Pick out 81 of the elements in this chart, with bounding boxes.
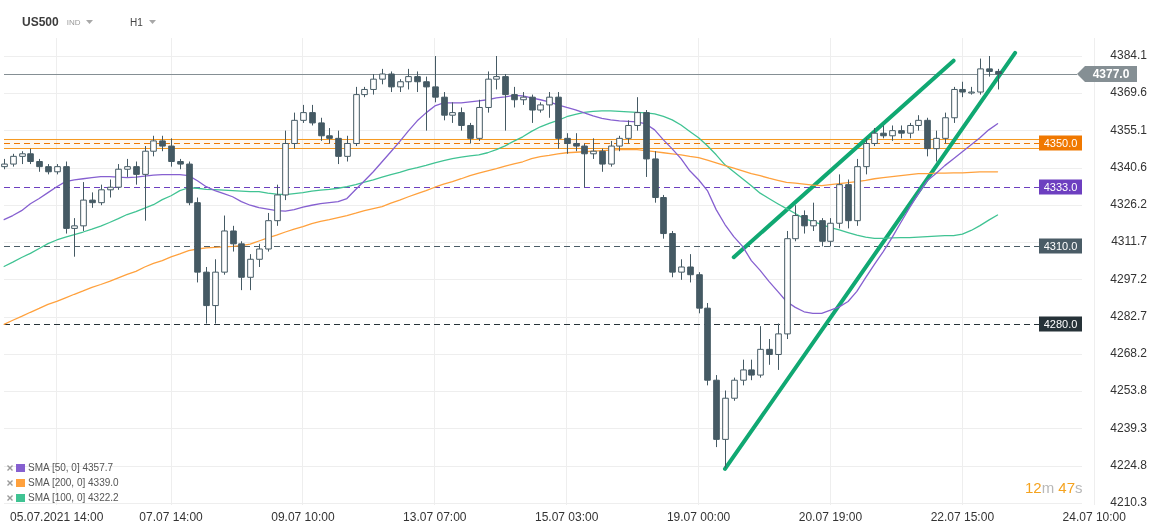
chart-title: US500 xyxy=(22,15,59,29)
candlestick xyxy=(933,130,940,162)
candlestick xyxy=(300,104,307,124)
y-tick-label: 4268.2 xyxy=(1110,346,1148,361)
candlestick xyxy=(133,161,140,186)
candlestick xyxy=(80,181,87,232)
candlestick xyxy=(414,70,421,93)
ref-line-label: 4310.0 xyxy=(1043,239,1078,252)
legend-label: SMA [200, 0] 4339.0 xyxy=(28,477,119,488)
y-tick-label: 4239.3 xyxy=(1110,420,1148,435)
y-tick-label: 4326.2 xyxy=(1110,197,1148,212)
candlestick xyxy=(546,91,553,119)
candlestick xyxy=(889,124,896,142)
candlestick xyxy=(810,202,817,232)
candlestick xyxy=(898,124,905,139)
candlestick xyxy=(643,109,650,178)
candlestick xyxy=(344,135,351,162)
candlestick xyxy=(89,191,96,209)
y-tick-label: 4282.7 xyxy=(1110,308,1148,323)
candlestick xyxy=(880,124,887,139)
candlestick xyxy=(423,76,430,132)
text: H1 xyxy=(130,16,143,28)
x-tick-label: 20.07 19:00 xyxy=(798,509,863,524)
ref-line-label: 4333.0 xyxy=(1043,180,1078,193)
candlestick xyxy=(520,91,527,106)
candlestick xyxy=(678,258,685,281)
candlestick xyxy=(634,96,641,132)
candlestick xyxy=(212,258,219,325)
annotation: 12m 47s xyxy=(1025,479,1083,496)
candlestick xyxy=(599,148,606,173)
x-tick-label: 05.07.2021 14:00 xyxy=(10,509,104,524)
x-tick-label: 13.07 07:00 xyxy=(403,509,467,524)
y-tick-label: 4224.8 xyxy=(1110,457,1148,472)
x-tick-label: 24.07 10:00 xyxy=(1062,509,1127,524)
candlestick xyxy=(555,91,562,150)
y-tick-label: 4210.3 xyxy=(1110,495,1148,510)
y-tick-label: 4311.7 xyxy=(1111,234,1148,249)
candlestick xyxy=(124,158,131,178)
candlestick xyxy=(511,86,518,108)
candlestick xyxy=(836,173,843,229)
candlestick xyxy=(247,253,254,291)
x-tick-label: 07.07 14:00 xyxy=(139,509,204,524)
y-tick-label: 4369.6 xyxy=(1110,85,1148,100)
candlestick xyxy=(801,209,808,235)
candlestick xyxy=(924,117,931,157)
candlestick xyxy=(335,130,342,165)
x-tick-label: 09.07 10:00 xyxy=(271,509,335,524)
candlestick xyxy=(986,55,993,78)
candlestick xyxy=(564,132,571,155)
candlestick xyxy=(203,266,210,325)
candlestick xyxy=(432,55,439,103)
candlestick xyxy=(458,106,465,132)
candlestick xyxy=(766,338,773,366)
candlestick xyxy=(757,325,764,379)
candlestick xyxy=(722,390,729,469)
ref-line-label: 4280.0 xyxy=(1043,317,1078,330)
candlestick xyxy=(590,137,597,160)
y-tick-label: 4253.8 xyxy=(1110,383,1148,398)
candlestick xyxy=(291,112,298,150)
y-tick-label: 4355.1 xyxy=(1110,122,1148,137)
candlestick xyxy=(168,137,175,168)
candlestick xyxy=(713,374,720,448)
x-tick-label: 22.07 15:00 xyxy=(930,509,995,524)
candlestick xyxy=(687,253,694,283)
ref-line-label: 4350.0 xyxy=(1043,136,1078,149)
candlestick xyxy=(854,158,861,227)
ref-line-label: 4377.0 xyxy=(1092,66,1130,81)
y-tick-label: 4384.1 xyxy=(1110,48,1148,63)
x-tick-label: 19.07 00:00 xyxy=(666,509,731,524)
candlestick xyxy=(476,99,483,142)
candlestick xyxy=(625,119,632,144)
candlestick xyxy=(502,73,509,132)
text: IND xyxy=(66,17,81,27)
x-tick-label: 15.07 03:00 xyxy=(535,509,599,524)
legend-label: SMA [50, 0] 4357.7 xyxy=(28,462,114,473)
candlestick xyxy=(370,73,377,96)
candlestick xyxy=(995,68,1002,90)
legend-label: SMA [100, 0] 4322.2 xyxy=(28,492,119,503)
y-tick-label: 4297.2 xyxy=(1110,271,1148,286)
candlestick xyxy=(775,323,782,371)
y-tick-label: 4340.6 xyxy=(1110,159,1148,174)
